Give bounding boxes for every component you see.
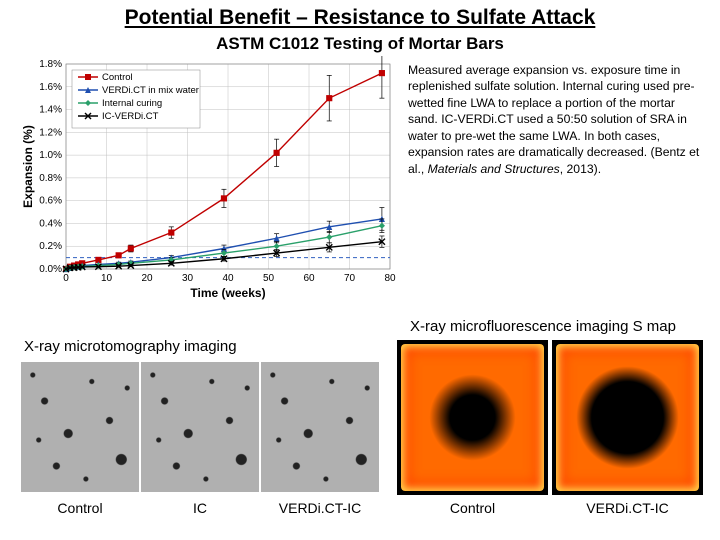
- svg-text:Internal curing: Internal curing: [102, 98, 162, 109]
- caption-text-2: , 2013).: [560, 162, 601, 176]
- svg-text:1.2%: 1.2%: [39, 127, 62, 138]
- microfluo-labels: Control VERDi.CT-IC: [395, 500, 705, 516]
- svg-text:1.4%: 1.4%: [39, 105, 62, 116]
- svg-text:1.6%: 1.6%: [39, 82, 62, 93]
- svg-text:60: 60: [303, 273, 315, 284]
- svg-text:40: 40: [222, 273, 234, 284]
- svg-text:80: 80: [384, 273, 396, 284]
- svg-text:0.0%: 0.0%: [39, 264, 62, 275]
- microfluo-image-row: [395, 340, 705, 495]
- caption-ital: Materials and Structures: [428, 162, 560, 176]
- microfluo-label-0: Control: [395, 500, 550, 516]
- svg-text:0.4%: 0.4%: [39, 218, 62, 229]
- microfluo-image-verdict-ic: [552, 340, 703, 495]
- microtomo-label: X-ray microtomography imaging: [24, 338, 237, 355]
- microfluo-image-control: [397, 340, 548, 495]
- svg-text:0.8%: 0.8%: [39, 173, 62, 184]
- ct-label-1: IC: [140, 500, 260, 516]
- microfluo-label-1: VERDi.CT-IC: [550, 500, 705, 516]
- svg-text:70: 70: [344, 273, 356, 284]
- svg-text:1.0%: 1.0%: [39, 150, 62, 161]
- ct-labels: Control IC VERDi.CT-IC: [20, 500, 380, 516]
- svg-text:Control: Control: [102, 72, 133, 83]
- chart-caption: Measured average expansion vs. exposure …: [398, 56, 702, 301]
- ct-label-0: Control: [20, 500, 140, 516]
- svg-text:1.8%: 1.8%: [39, 59, 62, 70]
- ct-image-ic: [141, 362, 259, 492]
- ct-image-row: [20, 362, 380, 492]
- expansion-chart: 0 10 20 30 40 50 60 70 80 0.0% 0.2% 0.4% 0.6% 0.8% 1.0…: [18, 56, 398, 301]
- page-title: Potential Benefit – Resistance to Sulfat…: [0, 0, 720, 30]
- svg-text:Time (weeks): Time (weeks): [190, 286, 265, 300]
- svg-text:20: 20: [141, 273, 153, 284]
- svg-text:IC-VERDi.CT: IC-VERDi.CT: [102, 111, 159, 122]
- page-subtitle: ASTM C1012 Testing of Mortar Bars: [0, 34, 720, 54]
- caption-text-1: Measured average expansion vs. exposure …: [408, 63, 699, 176]
- ct-label-2: VERDi.CT-IC: [260, 500, 380, 516]
- svg-text:30: 30: [182, 273, 194, 284]
- svg-text:0: 0: [63, 273, 69, 284]
- svg-text:VERDi.CT in mix water: VERDi.CT in mix water: [102, 85, 199, 96]
- ct-image-control: [21, 362, 139, 492]
- svg-text:0.2%: 0.2%: [39, 241, 62, 252]
- microfluo-label: X-ray microfluorescence imaging S map: [410, 318, 676, 335]
- svg-text:10: 10: [101, 273, 113, 284]
- ct-image-verdict-ic: [261, 362, 379, 492]
- svg-text:Expansion (%): Expansion (%): [21, 125, 35, 208]
- svg-text:0.6%: 0.6%: [39, 196, 62, 207]
- svg-text:50: 50: [263, 273, 275, 284]
